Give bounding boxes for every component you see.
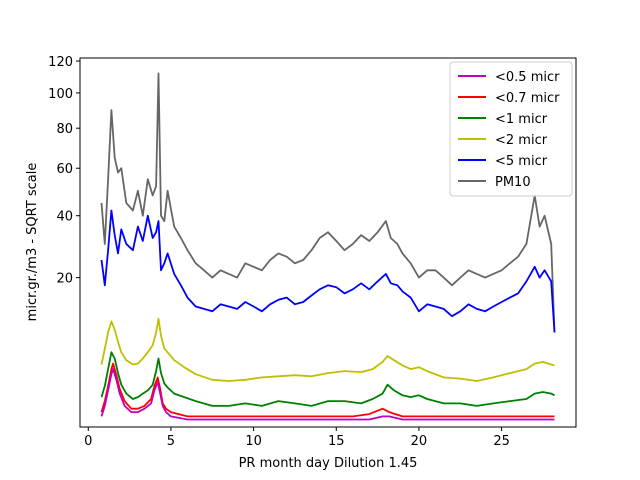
legend-entry-label: PM10 (495, 175, 531, 190)
y-tick-label: 120 (48, 55, 73, 70)
series-line-4 (100, 209, 556, 333)
y-axis-label: micr.gr./m3 - SQRT scale (25, 163, 40, 322)
series-line-3 (100, 317, 555, 382)
plot-frame (79, 57, 577, 428)
x-tick-label: 25 (493, 434, 510, 449)
x-axis-label: PR month day Dilution 1.45 (239, 456, 418, 471)
series-line-2 (100, 351, 555, 407)
x-axis: 0 5 10 15 20 25 (84, 427, 510, 449)
series-line-0 (100, 368, 555, 421)
y-tick-label: 40 (56, 210, 73, 225)
series-layer (100, 72, 556, 421)
x-tick-label: 15 (328, 434, 345, 449)
legend: <0.5 micr <0.7 micr <1 micr <2 micr <5 micr P… (449, 61, 573, 197)
legend-entry-label: <2 micr (495, 133, 548, 148)
legend-entry-label: <5 micr (495, 154, 548, 169)
legend-entry-label: <1 micr (495, 112, 548, 127)
x-tick-label: 20 (411, 434, 428, 449)
y-tick-label: 80 (56, 122, 73, 137)
x-tick-label: 0 (84, 434, 92, 449)
legend-entry-label: <0.7 micr (495, 91, 560, 106)
y-axis: 20 40 60 80 100 120 (48, 55, 80, 287)
legend-entry-label: <0.5 micr (495, 70, 560, 85)
x-tick-label: 5 (167, 434, 175, 449)
x-tick-label: 10 (245, 434, 262, 449)
series-line-1 (100, 362, 555, 418)
y-tick-label: 100 (48, 87, 73, 102)
y-tick-label: 60 (56, 162, 73, 177)
series-line-5 (100, 72, 556, 333)
y-tick-label: 20 (56, 272, 73, 287)
legend-box (449, 61, 573, 197)
